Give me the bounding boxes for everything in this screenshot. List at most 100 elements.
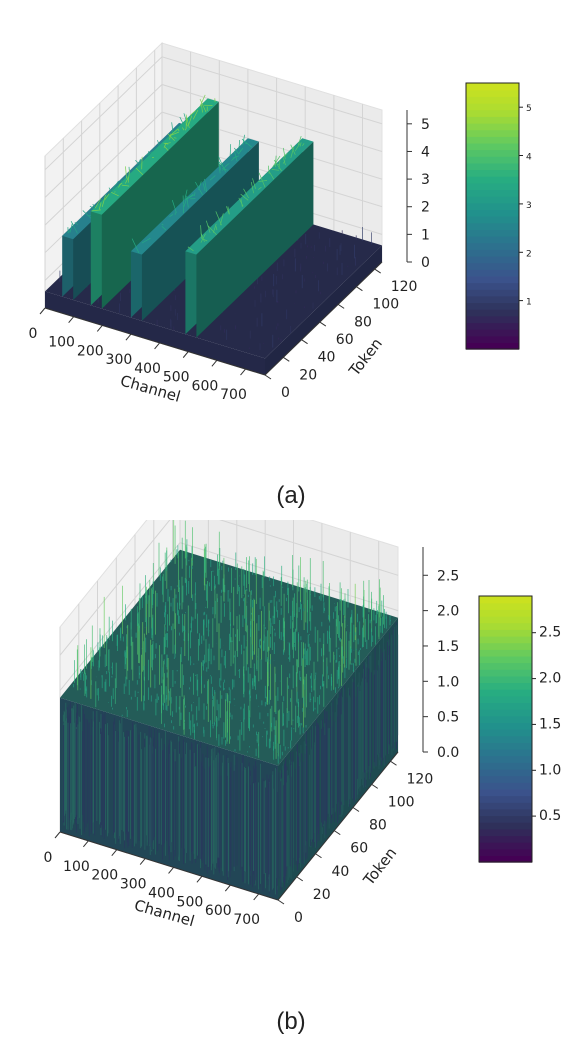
outlier-spike	[94, 198, 102, 209]
x-tick-label: 0	[44, 850, 53, 866]
colorbar-segment	[466, 149, 519, 157]
outlier-spike	[215, 211, 222, 226]
colorbar-segment	[466, 136, 519, 144]
outlier-spike	[250, 182, 254, 194]
colorbar-segment	[479, 596, 532, 604]
colorbar-segment	[466, 329, 519, 337]
outlier-spike	[277, 163, 280, 166]
colorbar-segment	[466, 116, 519, 124]
outlier-spike	[200, 232, 205, 243]
outlier-channel-top	[90, 98, 219, 215]
colorbar-segment	[466, 156, 519, 164]
colorbar-segment	[466, 342, 519, 350]
z-tick-label: 0	[421, 255, 430, 271]
surface-side-face	[265, 245, 382, 375]
colorbar-tick-label: 1.5	[539, 716, 561, 732]
colorbar-segment	[479, 715, 532, 723]
outlier-channel-top	[185, 138, 314, 255]
y-tick-mark	[333, 830, 341, 836]
surface-front-face	[45, 291, 265, 375]
outlier-spike	[198, 181, 202, 191]
x-tick-mark	[54, 831, 61, 839]
outlier-spike	[194, 192, 196, 196]
z-tick-label: 2.5	[437, 568, 459, 584]
chart-panel-b: 0 100 200 300 400 500 600 700 0 20 40 60 80 100 120 0.0…	[0, 477, 582, 990]
colorbar-tick-label: 2	[526, 249, 532, 259]
y-tick-label: 100	[388, 794, 415, 810]
z-tick-label: 3	[421, 172, 430, 188]
outlier-spike	[212, 223, 217, 233]
x-tick-label: 0	[29, 326, 38, 342]
outlier-spike	[238, 139, 241, 149]
token-axis-line	[277, 751, 399, 901]
outlier-spike	[241, 138, 253, 148]
outlier-spike	[98, 202, 102, 210]
colorbar-segment	[479, 822, 532, 830]
colorbar-tick-label: 5	[526, 104, 532, 114]
outlier-spike	[185, 114, 190, 128]
y-tick-mark	[264, 374, 272, 380]
outlier-spike	[204, 178, 208, 193]
colorbar-segment	[466, 222, 519, 230]
colorbar-segment	[466, 89, 519, 97]
colorbar-segment	[479, 689, 532, 697]
outlier-spike	[184, 189, 188, 200]
x-tick-label: 700	[233, 912, 260, 928]
x-tick-mark	[253, 893, 260, 901]
caption-b: (b)	[276, 1008, 306, 1035]
x-tick-label: 200	[91, 868, 118, 884]
outlier-spike	[272, 155, 281, 168]
outlier-spike	[131, 238, 140, 254]
colorbar-segment	[479, 788, 532, 797]
colorbar-segment	[479, 762, 532, 770]
outlier-spike	[243, 188, 249, 199]
outlier-spike	[169, 214, 174, 217]
y-tick-mark	[319, 321, 327, 327]
colorbar-segment	[466, 282, 519, 290]
x-tick-label: 300	[106, 352, 133, 368]
outlier-spike	[202, 183, 206, 191]
colorbar-segment	[466, 129, 519, 137]
outlier-spike	[209, 175, 216, 181]
outlier-spike	[127, 169, 130, 183]
x-tick-mark	[182, 351, 189, 358]
outlier-spike	[290, 146, 295, 158]
outlier-spike	[290, 144, 296, 155]
y-tick-mark	[352, 807, 360, 812]
outlier-spike	[299, 142, 302, 147]
outlier-spike	[226, 206, 230, 215]
y-tick-mark	[356, 286, 363, 292]
colorbar-segment	[479, 782, 532, 790]
outlier-spike	[161, 226, 167, 231]
colorbar-segment	[466, 102, 519, 111]
y-tick-label: 120	[391, 279, 418, 295]
outlier-spike	[184, 194, 195, 201]
colorbar-segment	[466, 295, 519, 304]
outlier-spike	[161, 223, 164, 226]
colorbar-segment	[479, 768, 532, 777]
outlier-spike	[205, 220, 211, 233]
outlier-spike	[218, 161, 221, 174]
colorbar-segment	[466, 162, 519, 171]
outlier-spike	[101, 194, 106, 207]
colorbar-segment	[479, 815, 532, 823]
outlier-spike	[297, 135, 302, 146]
y-tick-label: 120	[407, 771, 434, 787]
outlier-spike	[141, 237, 151, 244]
outlier-spike	[67, 229, 71, 233]
outlier-spike	[229, 144, 232, 157]
colorbar-frame	[478, 595, 533, 863]
colorbar-segment	[479, 848, 532, 856]
x-tick-label: 600	[205, 903, 232, 919]
x-tick-mark	[168, 867, 174, 874]
outlier-spike	[207, 225, 217, 236]
colorbar-segment	[466, 96, 519, 104]
outlier-spike	[282, 160, 286, 164]
colorbar-segment	[466, 229, 519, 237]
y-tick-label: 0	[294, 910, 303, 926]
outlier-spike	[240, 193, 249, 201]
outlier-spike	[167, 133, 175, 141]
colorbar-segment	[466, 196, 519, 204]
colorbar-segment	[466, 249, 519, 257]
